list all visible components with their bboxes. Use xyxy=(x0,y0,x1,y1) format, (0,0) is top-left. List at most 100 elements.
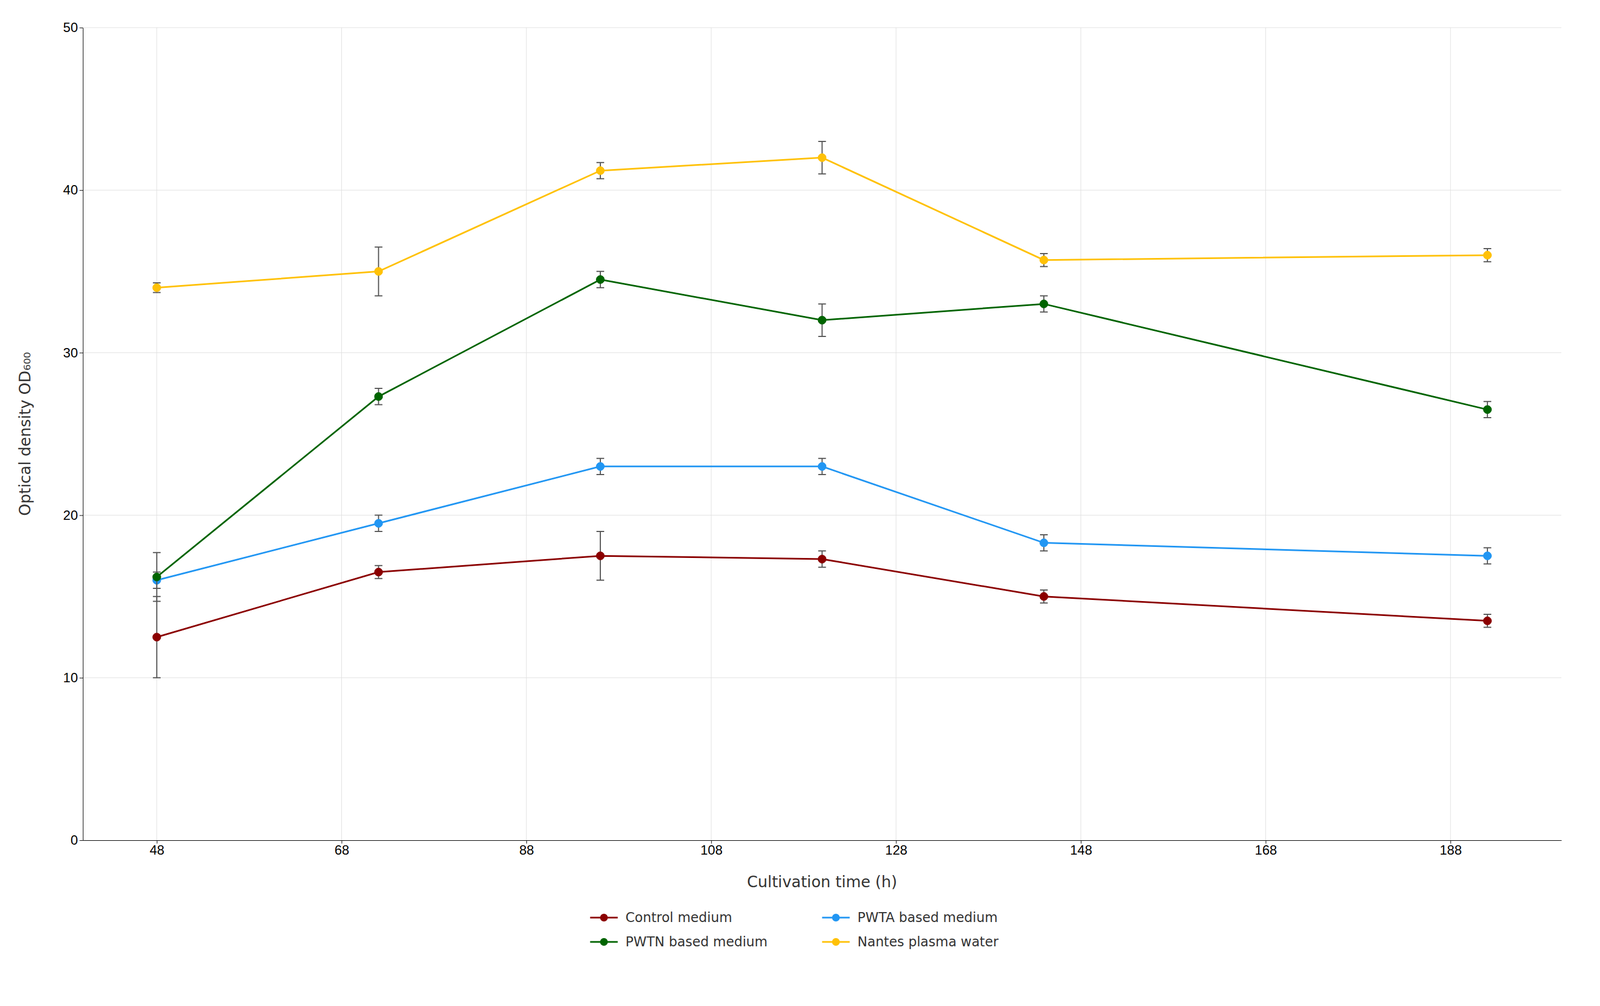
x-grid-line xyxy=(526,27,527,841)
point xyxy=(374,519,383,528)
legend-swatch-marker xyxy=(600,937,609,946)
point xyxy=(817,315,827,325)
x-grid-line xyxy=(341,27,342,841)
error-bar xyxy=(818,550,827,567)
series-line xyxy=(156,466,1488,580)
error-bar xyxy=(1039,534,1048,551)
y-tick-mark xyxy=(79,840,83,841)
series-line xyxy=(156,279,1488,577)
x-tick-label: 188 xyxy=(1439,842,1462,858)
y-tick-label: 10 xyxy=(62,669,78,685)
point xyxy=(1039,255,1049,264)
error-bar xyxy=(374,515,383,532)
point xyxy=(152,572,161,582)
y-tick: 10 xyxy=(62,669,83,685)
legend-item: Nantes plasma water xyxy=(822,933,1000,950)
x-tick-label: 68 xyxy=(334,842,350,858)
x-tick: 148 xyxy=(1069,840,1092,858)
point xyxy=(817,462,827,471)
point xyxy=(374,567,383,577)
series-line xyxy=(156,555,1488,637)
error-bar xyxy=(1039,295,1048,312)
error-bar xyxy=(818,303,827,337)
x-tick: 108 xyxy=(700,840,723,858)
point xyxy=(817,555,827,564)
x-tick: 168 xyxy=(1254,840,1277,858)
error-bar xyxy=(1039,253,1048,267)
y-tick-label: 20 xyxy=(62,507,78,523)
y-axis: 0 10 20 30 40 50 xyxy=(62,19,83,848)
point xyxy=(1483,551,1492,561)
x-tick-label: 128 xyxy=(885,842,908,858)
y-grid-line xyxy=(82,27,1562,29)
x-axis-title: Cultivation time (h) xyxy=(747,872,898,891)
series-line xyxy=(156,157,1488,288)
legend-label: Nantes plasma water xyxy=(857,933,1000,950)
point xyxy=(374,392,383,401)
y-grid-line xyxy=(82,514,1562,516)
x-grid-line xyxy=(156,27,157,841)
point xyxy=(1483,616,1492,625)
point xyxy=(1483,405,1492,414)
x-grid-line xyxy=(1450,27,1451,841)
error-bar xyxy=(1039,589,1048,604)
y-tick: 40 xyxy=(62,182,83,198)
point xyxy=(1483,251,1492,260)
error-bar xyxy=(374,246,383,296)
y-grid-line xyxy=(82,677,1562,678)
point xyxy=(596,551,605,561)
point xyxy=(152,283,161,292)
y-tick: 20 xyxy=(62,507,83,523)
legend-item: PWTN based medium xyxy=(590,933,768,950)
legend: Control medium PWTA based medium PWTN base… xyxy=(590,909,1000,950)
error-bar xyxy=(596,458,605,475)
y-tick-mark xyxy=(79,515,83,516)
point xyxy=(152,632,161,642)
y-tick-mark xyxy=(79,189,83,191)
error-bar xyxy=(1483,614,1492,628)
legend-swatch-marker xyxy=(600,913,609,922)
error-bar xyxy=(1483,401,1492,418)
point xyxy=(596,462,605,471)
x-axis: 48 68 88 108 128 148 168 188 xyxy=(83,840,1562,858)
point xyxy=(596,166,605,176)
error-bar xyxy=(374,565,383,579)
point xyxy=(374,267,383,276)
legend-label: PWTA based medium xyxy=(857,909,998,926)
x-grid-line xyxy=(1265,27,1266,841)
x-tick: 88 xyxy=(519,840,535,858)
legend-label: Control medium xyxy=(625,909,733,926)
error-bar xyxy=(1483,547,1492,564)
error-bar xyxy=(152,596,161,678)
grid xyxy=(82,27,1562,841)
y-tick: 50 xyxy=(62,19,83,35)
chart: 48 68 88 108 128 148 168 188 0 10 20 30 40 50 Cultivat… xyxy=(0,0,1600,1006)
x-grid-line xyxy=(710,27,712,841)
y-grid-line xyxy=(82,189,1562,191)
series xyxy=(152,271,1492,601)
y-grid-line xyxy=(82,352,1562,353)
y-tick-mark xyxy=(79,352,83,353)
y-tick-label: 40 xyxy=(62,182,78,198)
x-tick: 188 xyxy=(1439,840,1462,858)
y-grid-line xyxy=(82,840,1562,841)
point xyxy=(1039,299,1049,309)
legend-label: PWTN based medium xyxy=(625,933,768,950)
error-bar xyxy=(152,552,161,601)
y-tick-label: 0 xyxy=(70,832,78,848)
y-tick: 30 xyxy=(62,345,83,361)
legend-item: PWTA based medium xyxy=(822,909,998,926)
marks xyxy=(152,141,1492,678)
x-tick-label: 168 xyxy=(1254,842,1277,858)
x-tick: 48 xyxy=(149,840,165,858)
x-grid-line xyxy=(1080,27,1081,841)
error-bar xyxy=(596,531,605,580)
y-tick-label: 50 xyxy=(62,19,78,35)
x-grid-line xyxy=(895,27,897,841)
y-axis-line xyxy=(82,28,84,841)
series xyxy=(152,141,1492,296)
y-tick-mark xyxy=(79,27,83,29)
x-tick: 128 xyxy=(885,840,908,858)
series xyxy=(152,458,1492,589)
y-tick-label: 30 xyxy=(62,345,78,361)
